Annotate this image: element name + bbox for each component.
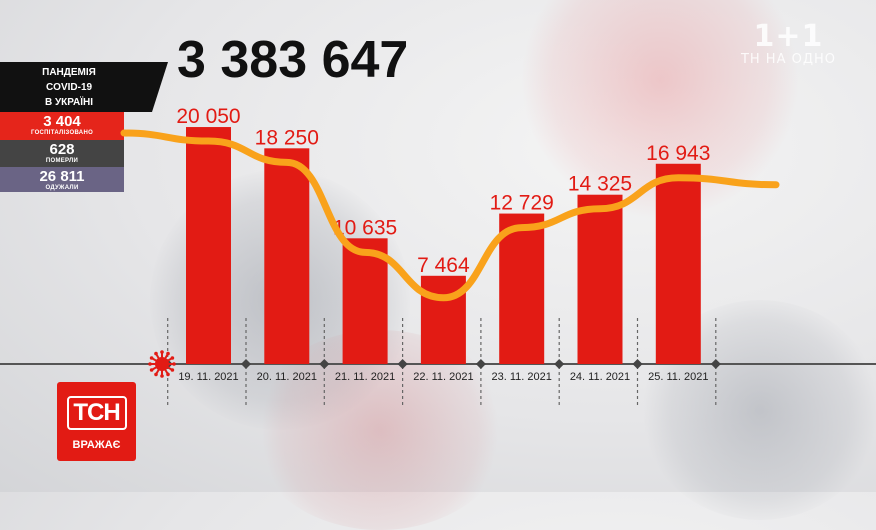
bar	[655, 163, 701, 364]
tsn-logo: ТСН	[66, 396, 127, 430]
virus-icon-spike-tip	[170, 368, 175, 372]
bar	[499, 213, 545, 364]
axis-separator-marker	[397, 359, 408, 369]
bar-value-label: 12 729	[490, 192, 554, 215]
x-tick-label: 21. 11. 2021	[335, 371, 395, 383]
x-tick-label: 19. 11. 2021	[178, 371, 238, 383]
panel-title: ПАНДЕМІЯ COVID-19 В УКРАЇНІ	[0, 62, 152, 112]
headline-total: 3 383 647	[177, 31, 409, 89]
virus-icon-spike-tip	[149, 368, 154, 372]
x-tick-label: 24. 11. 2021	[570, 371, 630, 383]
stat-hospitalized: 3 404 ГОСПІТАЛІЗОВАНО	[0, 112, 124, 140]
bar	[186, 127, 231, 364]
bar	[577, 194, 623, 364]
axis-separator-marker	[710, 359, 721, 369]
bar-value-label: 16 943	[646, 142, 710, 165]
stat-deaths: 628 ПОМЕРЛИ	[0, 140, 124, 167]
virus-icon-spike-tip	[148, 362, 152, 366]
channel-watermark-caption: ТН НА ОДНО	[740, 52, 836, 67]
x-tick-label: 23. 11. 2021	[492, 371, 552, 383]
chart-area: 20 050 19. 11. 2021 18 250 20. 11. 2021 10 6…	[0, 105, 876, 406]
channel-logo: 1+1	[753, 19, 824, 54]
bar-value-label: 20 050	[176, 105, 240, 128]
virus-icon-spike-tip	[149, 356, 154, 360]
bar	[342, 238, 388, 364]
axis-separator-marker	[475, 359, 486, 369]
stat-hospitalized-label: ГОСПІТАЛІЗОВАНО	[30, 130, 94, 136]
axis-separator-marker	[319, 359, 330, 369]
virus-icon-spike-tip	[170, 356, 175, 360]
x-tick-label: 20. 11. 2021	[257, 371, 317, 383]
virus-icon-spike-tip	[166, 351, 170, 356]
x-tick-label: 22. 11. 2021	[413, 371, 473, 383]
virus-icon-spike-tip	[160, 374, 164, 378]
bar-value-label: 14 325	[568, 173, 632, 196]
bar	[264, 148, 310, 364]
panel-title-line: COVID-19	[45, 82, 93, 93]
stat-hospitalized-value: 3 404	[43, 113, 81, 130]
virus-icon	[155, 357, 169, 371]
x-tick-label: 25. 11. 2021	[648, 371, 708, 383]
stat-recovered: 26 811 ОДУЖАЛИ	[0, 167, 124, 192]
virus-icon-spike-tip	[172, 362, 176, 366]
virus-icon-spike-tip	[154, 351, 158, 356]
tsn-brand-badge: ТСН ВРАЖАЄ	[57, 382, 136, 461]
stat-recovered-value: 26 811	[39, 168, 85, 185]
trend-line	[120, 129, 780, 302]
axis-separator-marker	[632, 359, 643, 369]
virus-icon-spike-tip	[160, 350, 164, 354]
axis-separator-marker	[241, 359, 251, 369]
bar-value-label: 7 464	[417, 254, 470, 277]
virus-icon-spike-tip	[154, 372, 158, 377]
bar-value-label: 18 250	[255, 126, 319, 149]
stat-recovered-label: ОДУЖАЛИ	[45, 185, 79, 191]
channel-watermark: 1+1 ТН НА ОДНО	[740, 19, 836, 68]
bar-value-label: 10 635	[333, 216, 397, 239]
stat-deaths-label: ПОМЕРЛИ	[45, 158, 79, 164]
axis-separator-marker	[554, 359, 565, 369]
panel-title-line: ПАНДЕМІЯ	[42, 67, 96, 78]
panel-title-line: В УКРАЇНІ	[44, 97, 94, 108]
stat-deaths-value: 628	[49, 141, 75, 158]
virus-icon-spike-tip	[166, 372, 170, 377]
tsn-slogan: ВРАЖАЄ	[72, 439, 121, 451]
